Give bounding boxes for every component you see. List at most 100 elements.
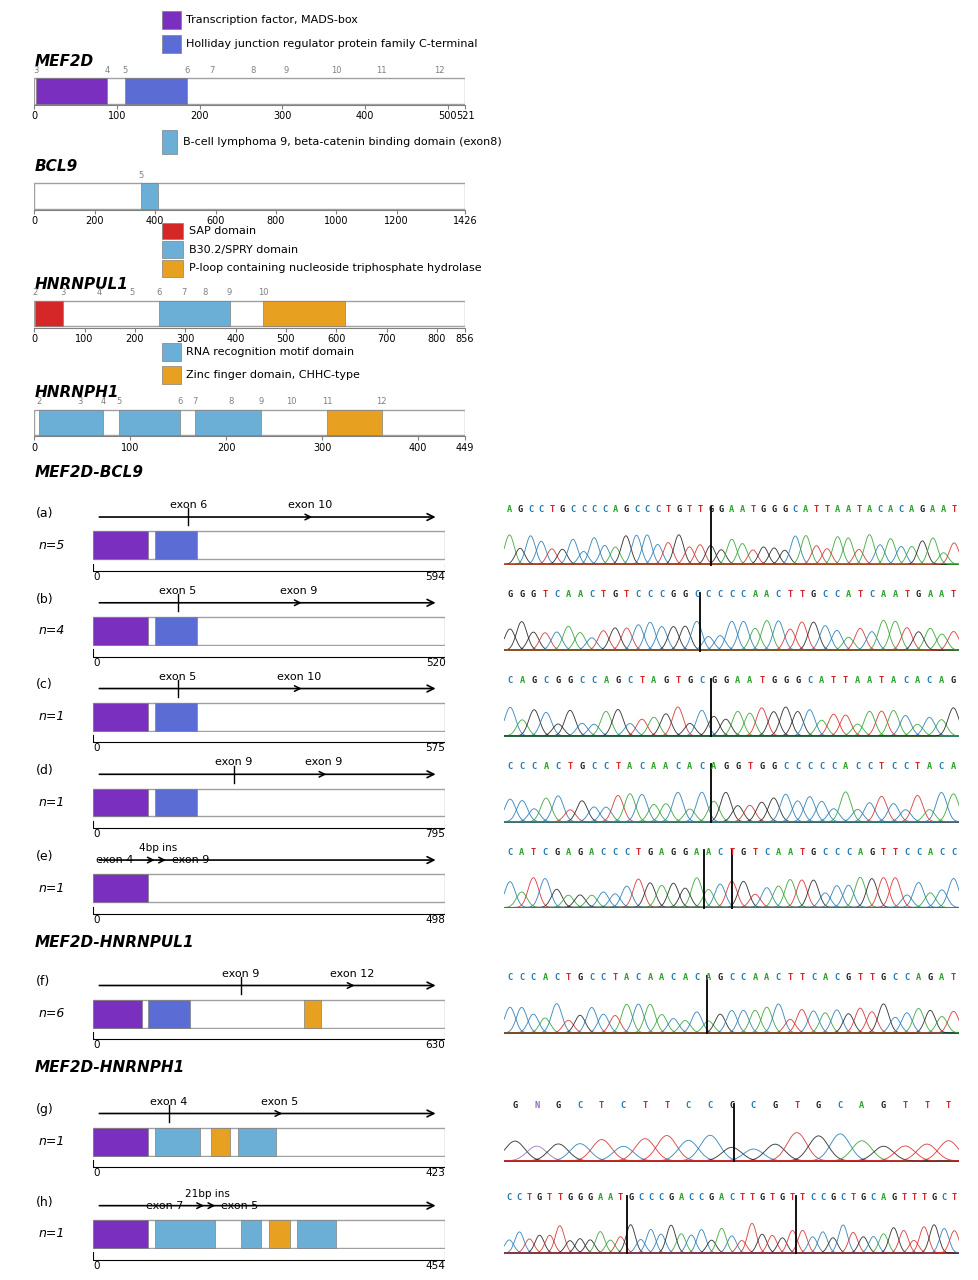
Text: 423: 423 — [425, 1169, 445, 1179]
Text: G: G — [536, 1193, 542, 1202]
Text: C: C — [750, 1101, 755, 1110]
Text: A: A — [822, 973, 827, 982]
Text: G: G — [880, 1101, 885, 1110]
Text: 0: 0 — [93, 829, 100, 840]
Text: A: A — [658, 973, 664, 982]
Text: G: G — [554, 847, 558, 856]
Text: A: A — [607, 1193, 612, 1202]
Text: A: A — [602, 676, 608, 685]
Text: T: T — [696, 504, 702, 513]
Text: A: A — [739, 504, 744, 513]
Text: G: G — [577, 973, 582, 982]
Bar — [118, 410, 180, 435]
Bar — [155, 788, 197, 817]
Text: G: G — [810, 590, 816, 599]
Text: C: C — [810, 973, 816, 982]
Text: T: T — [880, 847, 885, 856]
Text: A: A — [519, 676, 524, 685]
Bar — [155, 1128, 200, 1156]
Text: G: G — [845, 973, 850, 982]
Text: A: A — [764, 973, 769, 982]
Text: (e): (e) — [35, 850, 53, 863]
Text: Holliday junction regulator protein family C-terminal: Holliday junction regulator protein fami… — [186, 40, 477, 49]
Text: C: C — [782, 762, 787, 771]
Text: C: C — [794, 762, 799, 771]
Text: C: C — [589, 973, 594, 982]
Text: T: T — [542, 590, 547, 599]
Text: C: C — [833, 973, 838, 982]
Text: A: A — [880, 1193, 885, 1202]
Text: 11: 11 — [376, 65, 386, 74]
Bar — [93, 1000, 142, 1028]
Text: 7: 7 — [193, 397, 198, 406]
Text: C: C — [507, 676, 512, 685]
Text: T: T — [639, 676, 644, 685]
Bar — [263, 301, 345, 326]
Text: A: A — [927, 590, 932, 599]
Text: 630: 630 — [425, 1041, 445, 1051]
Text: C: C — [554, 973, 558, 982]
Text: B30.2/SPRY domain: B30.2/SPRY domain — [189, 244, 297, 255]
Text: G: G — [829, 1193, 835, 1202]
Text: G: G — [559, 504, 564, 513]
Text: T: T — [675, 676, 680, 685]
Bar — [93, 874, 148, 902]
Bar — [93, 788, 148, 817]
Text: (g): (g) — [35, 1103, 53, 1116]
Bar — [297, 1220, 335, 1248]
Text: (b): (b) — [35, 593, 53, 605]
Text: C: C — [675, 762, 680, 771]
Text: HNRNPUL1: HNRNPUL1 — [34, 276, 128, 292]
Text: 454: 454 — [425, 1261, 445, 1271]
Text: C: C — [693, 973, 698, 982]
Text: HNRNPH1: HNRNPH1 — [34, 385, 118, 401]
Text: C: C — [830, 762, 835, 771]
Text: T: T — [798, 973, 804, 982]
Text: 5: 5 — [116, 397, 121, 406]
Text: G: G — [646, 847, 652, 856]
Text: A: A — [915, 973, 920, 982]
Text: 4: 4 — [105, 65, 110, 74]
Text: 9: 9 — [284, 65, 289, 74]
Text: C: C — [776, 590, 780, 599]
Text: C: C — [527, 504, 533, 513]
Text: T: T — [857, 973, 862, 982]
Text: T: T — [624, 590, 629, 599]
Text: T: T — [635, 847, 641, 856]
Text: T: T — [617, 1193, 623, 1202]
Text: 11: 11 — [322, 397, 332, 406]
Text: C: C — [809, 1193, 815, 1202]
Text: C: C — [591, 504, 597, 513]
Text: C: C — [822, 590, 827, 599]
Text: T: T — [786, 973, 792, 982]
Text: T: T — [749, 504, 755, 513]
Text: 0: 0 — [93, 915, 100, 925]
Text: 4bp ins: 4bp ins — [139, 844, 177, 854]
Text: A: A — [938, 590, 944, 599]
Text: G: G — [518, 590, 524, 599]
Text: A: A — [786, 847, 792, 856]
Text: 9: 9 — [258, 397, 263, 406]
Text: A: A — [859, 1101, 864, 1110]
Text: G: G — [794, 676, 799, 685]
Text: C: C — [647, 1193, 653, 1202]
Text: T: T — [793, 1101, 799, 1110]
Text: A: A — [854, 676, 860, 685]
Text: C: C — [698, 676, 704, 685]
Text: C: C — [868, 590, 873, 599]
Text: T: T — [746, 762, 752, 771]
Text: A: A — [710, 762, 716, 771]
Text: exon 12: exon 12 — [330, 969, 374, 979]
Text: Zinc finger domain, CHHC-type: Zinc finger domain, CHHC-type — [186, 370, 360, 380]
Text: C: C — [854, 762, 860, 771]
Text: C: C — [658, 590, 664, 599]
Bar — [93, 617, 148, 645]
Text: C: C — [707, 1101, 712, 1110]
Text: T: T — [878, 676, 883, 685]
Text: exon 9: exon 9 — [222, 969, 259, 979]
Text: C: C — [729, 973, 734, 982]
Text: 2: 2 — [36, 397, 42, 406]
Text: C: C — [635, 973, 641, 982]
Text: A: A — [705, 847, 710, 856]
Text: G: G — [918, 504, 924, 513]
